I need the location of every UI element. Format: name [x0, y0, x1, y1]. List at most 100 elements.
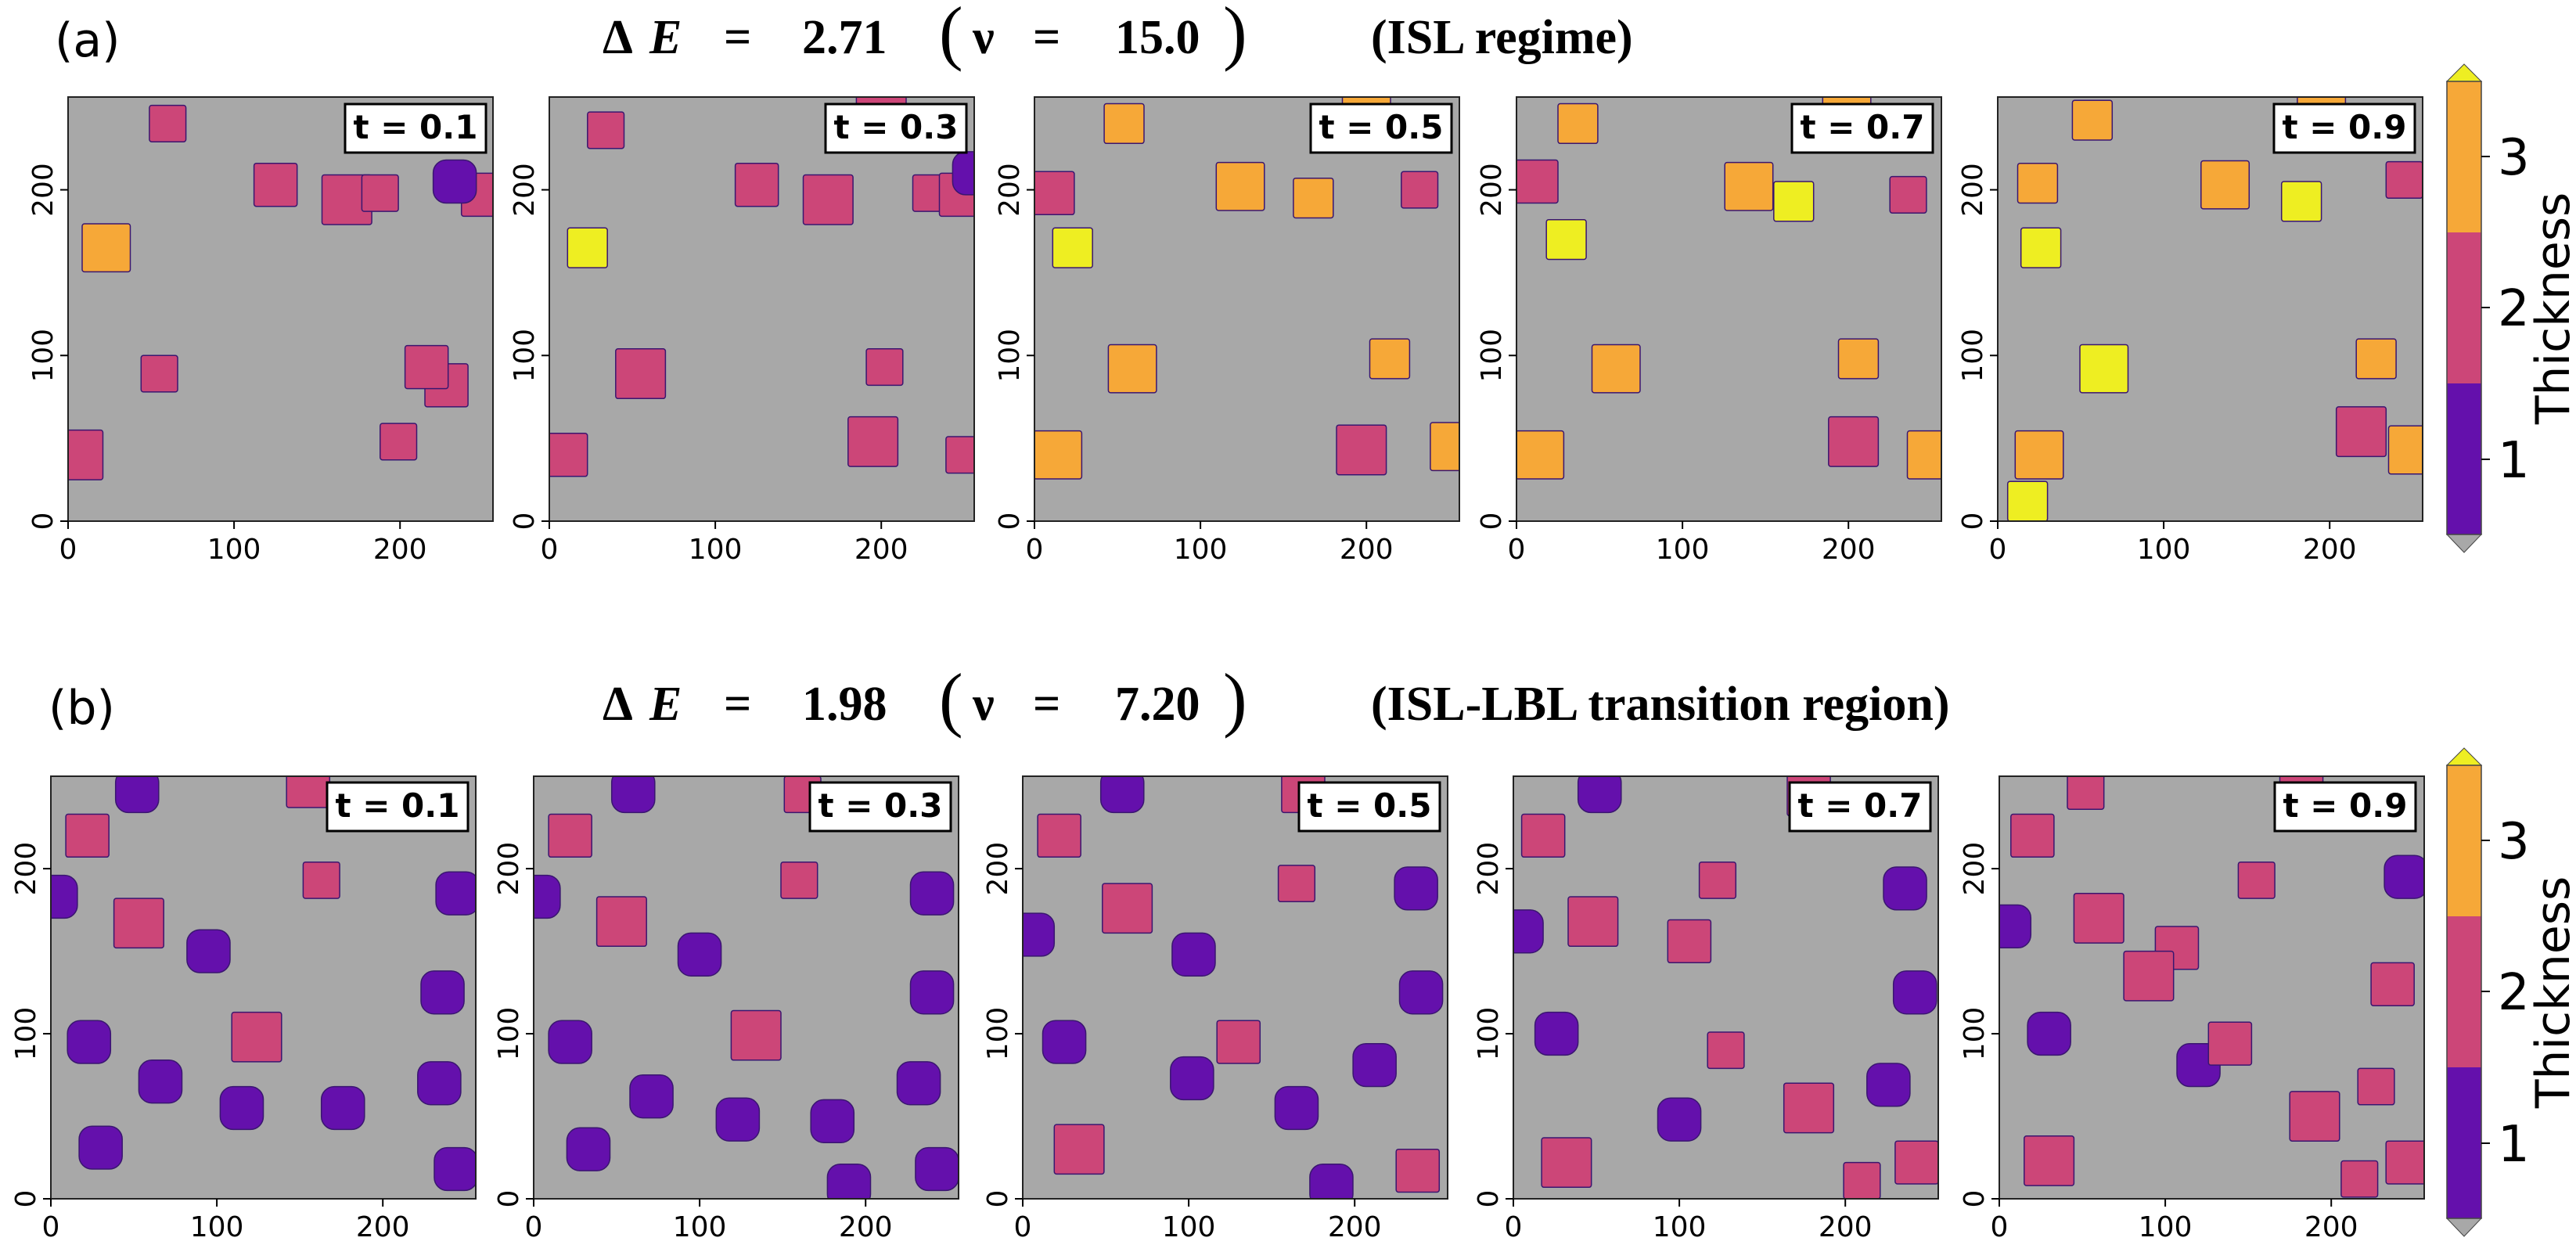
row-a-label: (a) — [55, 13, 121, 68]
island-level-2 — [1336, 424, 1387, 476]
island-level-1 — [1394, 866, 1438, 911]
island-level-3 — [2017, 162, 2059, 204]
island-level-3 — [81, 223, 131, 273]
time-label-box — [1309, 103, 1453, 154]
colorbar-top-extension — [2445, 63, 2483, 82]
island-level-2 — [231, 1011, 282, 1063]
panel-frame — [1516, 96, 1942, 522]
island-level-1 — [1883, 866, 1927, 911]
y-tick-label: 0 — [1957, 513, 1989, 531]
panel-b-5: t = 0.9 — [1999, 775, 2425, 1200]
island-level-2 — [865, 348, 904, 387]
island-level-1 — [1170, 1056, 1214, 1101]
y-tick-label: 0 — [509, 513, 541, 531]
island-level-1 — [1171, 932, 1216, 977]
row-a-regime: (ISL regime) — [1371, 11, 1633, 64]
island-level-2 — [404, 344, 449, 390]
y-tick-label: 0 — [1473, 1190, 1505, 1208]
island-level-2 — [595, 896, 647, 948]
time-label-box — [824, 103, 968, 154]
island-level-1 — [1042, 1020, 1087, 1064]
x-tick-label: 200 — [1328, 1211, 1382, 1243]
row-b-nu: ν — [972, 678, 995, 731]
time-label: t = 0.3 — [834, 108, 959, 146]
island-level-4 — [1773, 181, 1815, 222]
island-level-1 — [1657, 1097, 1702, 1142]
colorbar-tick-label-3: 3 — [2498, 129, 2530, 187]
island-level-2 — [1216, 1020, 1261, 1064]
y-tick-label: 200 — [10, 842, 42, 896]
colorbar-segment-2 — [2447, 232, 2481, 383]
time-label-box — [1788, 781, 1932, 833]
island-level-2 — [253, 162, 298, 207]
island-level-1 — [610, 776, 656, 814]
island-level-2 — [1520, 813, 1566, 858]
island-level-1 — [810, 1099, 855, 1143]
colorbar-tick-label-1: 1 — [2498, 1116, 2530, 1174]
island-level-1 — [915, 1146, 959, 1192]
row-a-E: E — [649, 11, 682, 64]
island-level-2 — [1277, 865, 1316, 903]
colorbar-segment-3 — [2447, 765, 2481, 916]
island-level-1 — [566, 1127, 611, 1171]
island-level-4 — [2280, 181, 2322, 222]
island-level-3 — [1557, 103, 1599, 145]
y-tick-label: 200 — [1959, 842, 1991, 896]
island-level-3 — [1516, 430, 1565, 480]
x-tick-label: 100 — [673, 1211, 727, 1243]
row-a-nu: ν — [972, 11, 995, 64]
y-tick-label: 200 — [1473, 842, 1505, 896]
y-tick-label: 100 — [1476, 329, 1508, 383]
x-tick-label: 0 — [1991, 1211, 2009, 1243]
y-tick-label: 200 — [1476, 163, 1508, 217]
time-label: t = 0.5 — [1319, 108, 1444, 146]
y-tick-label: 0 — [994, 513, 1026, 531]
island-level-2 — [1828, 416, 1880, 467]
island-level-2 — [380, 423, 418, 461]
row-a-rparen: ) — [1223, 0, 1247, 72]
island-level-1 — [186, 929, 231, 973]
island-layer — [2006, 97, 2423, 521]
island-level-2 — [1707, 1031, 1745, 1070]
island-level-2 — [2370, 962, 2415, 1006]
island-level-2 — [149, 104, 187, 142]
y-tick-label: 0 — [27, 513, 59, 531]
island-level-1 — [909, 871, 955, 916]
island-level-3 — [1215, 161, 1265, 211]
x-tick-label: 0 — [541, 534, 559, 566]
island-level-2 — [1401, 171, 1439, 209]
island-level-1 — [1023, 912, 1056, 957]
island-level-3 — [1103, 103, 1145, 145]
time-label-box — [326, 781, 470, 833]
panel-b-4: t = 0.7 — [1513, 775, 1939, 1200]
island-layer — [1999, 776, 2424, 1198]
panel-a-2: t = 0.3 — [549, 96, 975, 522]
x-tick-label: 0 — [59, 534, 77, 566]
island-level-3 — [1724, 161, 1774, 211]
row-a-lparen: ( — [939, 0, 963, 72]
panel-a-5: t = 0.9 — [1997, 96, 2423, 522]
island-level-1 — [1099, 776, 1145, 814]
island-level-2 — [140, 354, 178, 393]
panel-background — [549, 97, 974, 521]
island-level-2 — [1037, 813, 1081, 858]
x-tick-label: 0 — [42, 1211, 60, 1243]
island-level-2 — [1516, 159, 1559, 204]
row-a-eq1: = — [724, 11, 751, 64]
island-level-2 — [361, 174, 399, 212]
row-a-nu-value: 15.0 — [1115, 11, 1200, 64]
island-level-1 — [1309, 1163, 1354, 1199]
panel-b-3: t = 0.5 — [1022, 775, 1448, 1200]
row-b-nu-value: 7.20 — [1115, 678, 1200, 731]
island-level-4 — [2079, 344, 2129, 394]
island-level-1 — [677, 932, 722, 977]
island-level-1 — [67, 1020, 112, 1064]
island-level-1 — [1892, 970, 1937, 1015]
island-level-3 — [2355, 338, 2397, 380]
row-a-title: Δ E = 2.71 ( ν = 15.0 ) (ISL regime) — [603, 0, 1633, 72]
colorbar-a: 3 2 1 Thickness — [2445, 63, 2576, 553]
y-tick-label: 100 — [493, 1007, 525, 1061]
island-level-1 — [138, 1060, 183, 1104]
y-tick-label: 0 — [1959, 1190, 1991, 1208]
